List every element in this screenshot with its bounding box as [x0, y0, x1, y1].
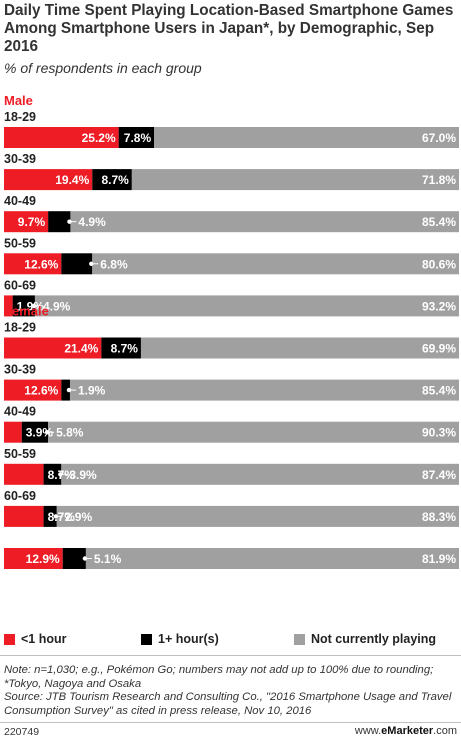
- row-label: 40-49: [4, 405, 36, 419]
- legend-swatch-lt1: [4, 633, 15, 645]
- bar-segment-lt1: [4, 253, 62, 275]
- group-label: Total: [4, 514, 34, 529]
- legend-item-none: Not currently playing: [294, 631, 436, 647]
- data-label-none: 93.2%: [422, 299, 456, 313]
- bar-segment-none: [69, 379, 459, 401]
- bar-segment-lt1: [4, 463, 44, 485]
- bar-segment-lt1: [4, 211, 49, 233]
- row-label: 30-39: [4, 152, 36, 166]
- bar-segment-none: [85, 548, 460, 569]
- data-label-gt1: 1.9%: [78, 384, 106, 398]
- data-label-gt1: 2.9%: [65, 510, 93, 524]
- brand-credit: www.eMarketer.com: [354, 725, 457, 737]
- bar-segment-none: [131, 169, 460, 191]
- legend-label-lt1: <1 hour: [21, 632, 67, 646]
- data-label-lt1: 25.2%: [82, 131, 116, 145]
- data-label-none: 85.4%: [422, 215, 456, 229]
- bar-segment-lt1: [4, 421, 22, 443]
- data-label-lt1: 1.9%: [17, 299, 45, 313]
- bar-segment-gt1: [92, 169, 132, 191]
- bar-segment-none: [48, 421, 459, 443]
- data-label-none: 81.9%: [422, 552, 456, 566]
- bar-segment-none: [34, 295, 459, 317]
- legend-item-lt1: <1 hour: [4, 631, 67, 647]
- bar-segment-none: [154, 127, 459, 148]
- row-label: 60-69: [4, 278, 36, 292]
- row-label: 18-29: [4, 110, 36, 124]
- data-label-none: 87.4%: [422, 468, 456, 482]
- bar-segment-gt1: [62, 548, 86, 569]
- bar-segment-gt1: [101, 337, 141, 359]
- data-label-none: 67.0%: [422, 131, 456, 145]
- legend-item-gt1: 1+ hour(s): [141, 631, 219, 647]
- data-label-gt1: 5.1%: [94, 552, 122, 566]
- bar-segment-lt1: [4, 127, 119, 148]
- bar-segment-gt1: [61, 379, 70, 401]
- bar-segment-gt1: [118, 127, 155, 148]
- bar-segment-none: [70, 211, 460, 233]
- bar-segment-gt1: [61, 253, 93, 275]
- bar-segment-gt1: [43, 463, 62, 485]
- bar-segment-gt1: [48, 211, 71, 233]
- data-label-lt1: 12.6%: [24, 384, 58, 398]
- divider-top: [0, 655, 461, 656]
- data-label-lt1: 12.9%: [26, 552, 60, 566]
- bar-segment-none: [61, 463, 459, 485]
- stacked-bar-chart: Male 18-29 67.0% 25.2% 7.8% 30-39 71.8% 19.4% 8.…: [4, 93, 460, 569]
- data-label-none: 85.4%: [422, 384, 456, 398]
- data-label-gt1: 3.9%: [69, 468, 97, 482]
- data-label-gt1: 6.8%: [100, 257, 128, 271]
- row-label: 18-29: [4, 321, 36, 335]
- bar-segment-lt1: [4, 295, 13, 317]
- data-label-none: 80.6%: [422, 257, 456, 271]
- data-label-none: 71.8%: [422, 173, 456, 187]
- bar-segment-none: [92, 253, 460, 275]
- bar-segment-none: [56, 505, 459, 527]
- bar-segment-gt1: [12, 295, 35, 317]
- chart-subtitle: % of respondents in each group: [4, 60, 202, 76]
- bar-segment-lt1: [4, 505, 44, 527]
- legend-swatch-gt1: [141, 633, 152, 645]
- group-label: Female: [4, 304, 49, 319]
- row-label: 30-39: [4, 363, 36, 377]
- data-label-gt1: 8.7%: [101, 173, 129, 187]
- row-label: 50-59: [4, 447, 36, 461]
- data-label-lt1: 3.9%: [26, 426, 54, 440]
- legend-label-none: Not currently playing: [311, 632, 437, 646]
- row-label: 60-69: [4, 489, 36, 503]
- row-label: 40-49: [4, 194, 36, 208]
- data-label-none: 90.3%: [422, 426, 456, 440]
- data-label-none: 69.9%: [422, 342, 456, 356]
- bar-segment-gt1: [21, 421, 49, 443]
- bar-segment-lt1: [4, 169, 93, 191]
- chart-id: 220749: [4, 726, 40, 738]
- legend-label-gt1: 1+ hour(s): [158, 632, 219, 646]
- data-label-lt1: 19.4%: [55, 173, 89, 187]
- chart-notes: Note: n=1,030; e.g., Pokémon Go; numbers…: [4, 664, 452, 717]
- bar-segment-none: [140, 337, 459, 359]
- bar-segment-lt1: [4, 379, 62, 401]
- data-label-lt1: 21.4%: [64, 342, 98, 356]
- chart-title: Daily Time Spent Playing Location-Based …: [4, 2, 454, 55]
- data-label-gt1: 8.7%: [111, 342, 139, 356]
- data-label-gt1: 4.9%: [43, 299, 71, 313]
- data-label-gt1: 4.9%: [78, 215, 106, 229]
- data-label-lt1: 9.7%: [18, 215, 46, 229]
- group-label: Male: [4, 93, 33, 108]
- bar-segment-lt1: [4, 337, 102, 359]
- bar-segment-lt1: [4, 548, 63, 569]
- data-label-none: 88.3%: [422, 510, 456, 524]
- data-label-gt1: 7.8%: [124, 131, 152, 145]
- divider-bottom: [0, 722, 461, 723]
- data-label-gt1: 5.8%: [56, 426, 84, 440]
- legend-swatch-none: [294, 633, 305, 645]
- row-label: 50-59: [4, 236, 36, 250]
- bar-segment-gt1: [43, 505, 57, 527]
- data-label-lt1: 12.6%: [24, 257, 58, 271]
